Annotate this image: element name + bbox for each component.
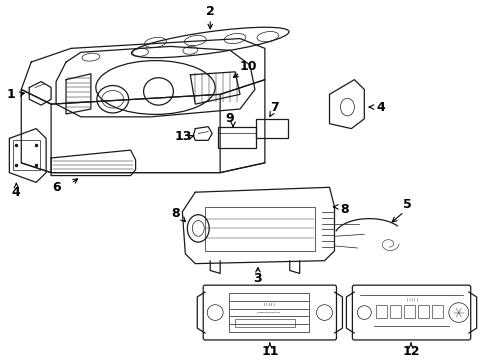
Bar [218,127,255,148]
Text: 9: 9 [225,112,234,125]
Text: 7: 7 [270,100,279,113]
Text: 10: 10 [239,60,256,73]
Text: 2: 2 [205,5,214,18]
Bar [403,305,414,319]
Bar [255,119,287,138]
Bar [13,140,40,170]
Text: | | | | |: | | | | | [406,298,417,302]
Bar [228,293,308,332]
Text: 4: 4 [12,186,20,199]
Text: —————: ————— [256,310,281,315]
Bar [205,207,314,251]
Bar [431,305,442,319]
Text: 6: 6 [52,181,60,194]
Text: 4: 4 [376,100,385,113]
Text: 8: 8 [340,203,348,216]
Text: 8: 8 [171,207,179,220]
Bar [417,305,428,319]
Text: 11: 11 [261,345,278,358]
Bar [389,305,400,319]
Text: 3: 3 [253,272,262,285]
Text: I I I I I: I I I I I [263,303,274,307]
Bar [235,319,294,327]
Text: 13: 13 [174,130,192,143]
Text: 1: 1 [7,88,16,101]
Text: 5: 5 [402,198,410,211]
Bar [375,305,386,319]
Text: 12: 12 [402,345,419,358]
